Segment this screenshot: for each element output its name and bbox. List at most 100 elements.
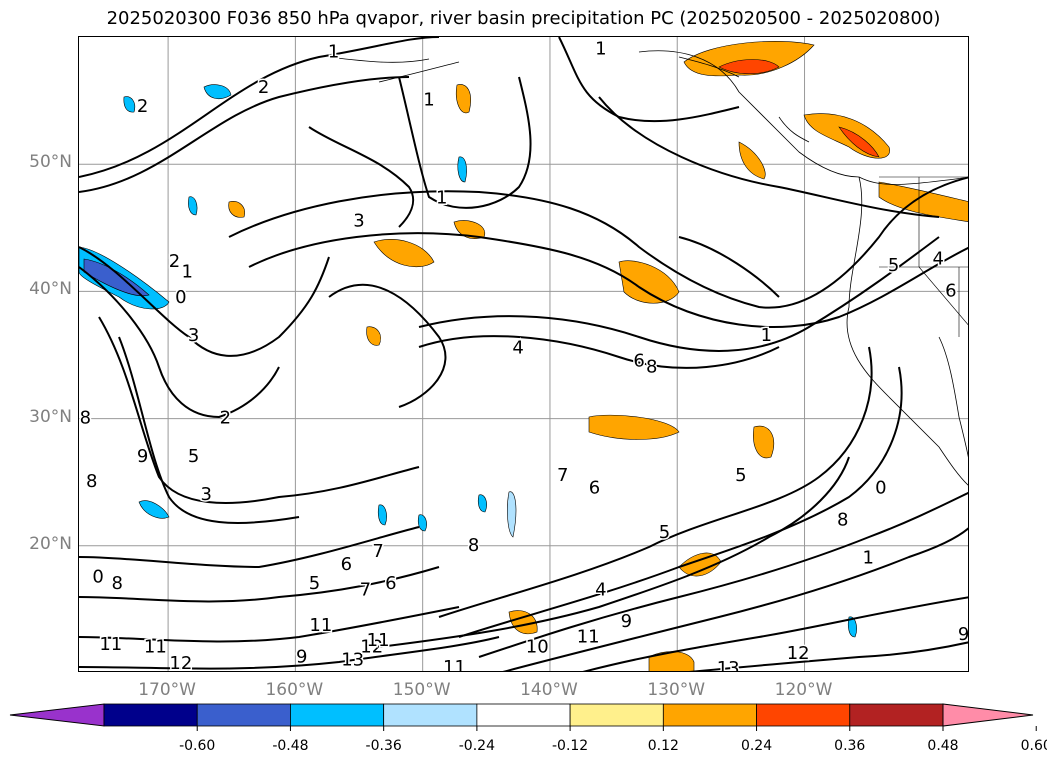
colorbar — [9, 703, 1037, 731]
contour-line — [79, 636, 500, 670]
precip-positive — [738, 141, 766, 180]
precip-positive — [508, 610, 538, 635]
contour-label: 5 — [309, 573, 320, 594]
contour-line — [79, 246, 330, 357]
contour-label: 5 — [659, 522, 670, 543]
contour-label: 6 — [633, 350, 644, 371]
colorbar-tick-label: 0.24 — [740, 738, 773, 754]
contour-label: 11 — [309, 615, 332, 636]
contour-label: 1 — [181, 261, 192, 282]
coastline — [638, 50, 968, 185]
contour-label: 1 — [862, 548, 873, 569]
colorbar-box — [569, 703, 664, 727]
contour-label: 13 — [341, 649, 364, 670]
colorbar-box — [476, 703, 571, 727]
contour-line — [398, 76, 532, 209]
colorbar-extend-low — [9, 703, 105, 727]
contour-label: 8 — [86, 471, 97, 492]
contour-label: 1 — [423, 90, 434, 111]
colorbar-tick-label: -0.48 — [272, 738, 309, 754]
contour-label: 2 — [137, 96, 148, 117]
contour-label: 11 — [144, 637, 167, 658]
precip-positive — [588, 414, 680, 440]
lon-label: 160°W — [265, 680, 324, 700]
colorbar-tick-label: -0.36 — [365, 738, 402, 754]
contour-label: 0 — [875, 478, 886, 499]
colorbar-tick-label: 0.12 — [647, 738, 679, 754]
contour-line — [438, 346, 873, 618]
colorbar-tick-label: 0.60 — [1020, 738, 1047, 754]
contour-label: 11 — [443, 657, 466, 672]
precip-negative — [203, 84, 232, 100]
colorbar-extend-high — [942, 703, 1034, 727]
contour-label: 2 — [169, 251, 180, 272]
precip-negative — [188, 196, 198, 216]
contour-label: 5 — [888, 255, 899, 276]
contour-label: 9 — [958, 624, 969, 645]
precip-negative — [123, 96, 136, 113]
colorbar-box — [849, 703, 944, 727]
coastline — [938, 336, 968, 458]
contour-line — [98, 316, 420, 504]
contour-label: 11 — [367, 630, 390, 651]
contour-label: 9 — [296, 647, 307, 668]
contour-line — [458, 366, 903, 638]
contour-line — [79, 76, 410, 193]
colorbar-tick-label: 0.36 — [834, 738, 866, 754]
contour-line — [328, 283, 447, 408]
contour-label: 6 — [945, 280, 956, 301]
contour-label: 3 — [353, 210, 364, 231]
colorbar-box — [383, 703, 478, 727]
colorbar-tick-label: -0.60 — [179, 738, 216, 754]
contour-line — [689, 641, 968, 671]
contour-label: 4 — [595, 579, 606, 600]
coastline — [846, 176, 968, 486]
contour-label: 7 — [372, 541, 383, 562]
precip-positive — [718, 59, 780, 75]
map-gridlines — [79, 37, 968, 671]
lat-label: 40°N — [29, 279, 72, 300]
precip-positive — [878, 181, 968, 222]
precip-positive — [838, 126, 880, 158]
contour-label: 5 — [188, 446, 199, 467]
contour-line — [79, 266, 280, 419]
coastline — [378, 61, 460, 83]
coastlines — [328, 50, 968, 486]
contour-label: 1 — [328, 41, 339, 62]
contour-line — [418, 236, 940, 352]
lat-label: 20°N — [29, 533, 72, 554]
contour-line — [582, 596, 968, 671]
precip-positive — [366, 326, 381, 346]
contour-line — [502, 527, 968, 671]
contour-line — [79, 37, 440, 178]
lon-label: 120°W — [774, 680, 833, 700]
precip-positive — [753, 425, 775, 459]
colorbar-box — [290, 703, 385, 727]
contour-label: 2 — [220, 408, 231, 429]
contour-label: 8 — [111, 573, 122, 594]
contour-label: 12 — [169, 653, 192, 672]
lat-label: 50°N — [29, 152, 72, 173]
contour-label: 12 — [787, 643, 810, 664]
colorbar-box — [196, 703, 291, 727]
precip-positive — [373, 239, 435, 268]
contour-line — [79, 526, 420, 569]
contour-label: 3 — [188, 325, 199, 346]
lat-label: 30°N — [29, 406, 72, 427]
precip-negative — [377, 504, 387, 526]
precip-positive — [456, 84, 471, 114]
precip-negative — [477, 494, 487, 513]
contour-label: 6 — [589, 478, 600, 499]
map-title: 2025020300 F036 850 hPa qvapor, river ba… — [106, 8, 941, 29]
lon-label: 140°W — [520, 680, 578, 700]
precip-positive — [618, 260, 680, 304]
contour-label: 8 — [80, 408, 91, 429]
precip-negative — [457, 156, 467, 183]
contour-label: 1 — [595, 39, 606, 60]
contour-line — [678, 236, 780, 298]
lon-label: 170°W — [138, 680, 196, 700]
lon-label: 150°W — [392, 680, 451, 700]
colorbar-box — [662, 703, 757, 727]
